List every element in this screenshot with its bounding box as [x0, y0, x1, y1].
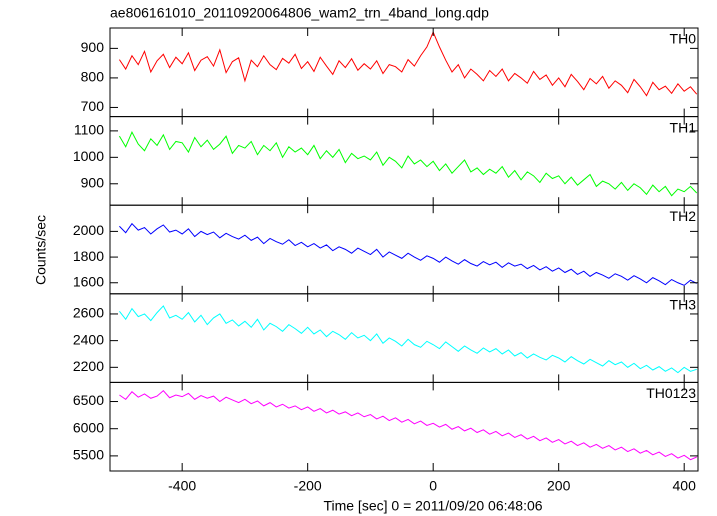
data-line — [119, 222, 697, 286]
x-tick-label: 0 — [429, 478, 437, 494]
data-line — [119, 389, 697, 461]
data-line — [119, 305, 697, 374]
data-line — [118, 30, 698, 97]
panel-label: TH3 — [670, 297, 697, 313]
y-tick-label: 6000 — [73, 419, 104, 435]
panel-frame — [109, 293, 699, 383]
chart-title: ae806161010_20110920064806_wam2_trn_4ban… — [110, 5, 489, 21]
x-tick-label: -200 — [294, 478, 322, 494]
y-tick-label: 900 — [81, 174, 105, 190]
panel-frame — [109, 381, 699, 472]
panel-frame — [109, 27, 699, 118]
y-tick-label: 1100 — [74, 122, 104, 138]
y-tick-label: 6500 — [73, 392, 104, 408]
panel-label: TH1 — [670, 119, 697, 135]
y-tick-label: 1000 — [73, 148, 104, 164]
y-tick-label: 5500 — [73, 447, 104, 463]
y-tick-label: 1600 — [73, 273, 104, 289]
y-tick-label: 2000 — [73, 222, 104, 238]
y-tick-label: 800 — [81, 69, 105, 85]
panel-frame — [109, 116, 699, 206]
panel-label: TH0 — [670, 31, 697, 47]
y-tick-label: 1800 — [73, 248, 104, 264]
y-tick-label: 2600 — [73, 305, 104, 321]
y-axis-label: Counts/sec — [33, 215, 49, 285]
panel-label: TH0123 — [646, 385, 696, 401]
data-line — [118, 131, 698, 197]
x-axis-label: Time [sec] 0 = 2011/09/20 06:48:06 — [323, 498, 542, 514]
x-tick-label: 200 — [547, 478, 571, 494]
panel-label: TH2 — [670, 208, 697, 224]
y-tick-label: 2200 — [73, 358, 104, 374]
x-tick-label: -400 — [168, 478, 196, 494]
x-tick-label: 400 — [673, 478, 697, 494]
y-tick-label: 2400 — [73, 331, 104, 347]
panel-frame — [109, 204, 699, 295]
y-tick-label: 700 — [81, 98, 105, 114]
y-tick-label: 900 — [81, 39, 105, 55]
